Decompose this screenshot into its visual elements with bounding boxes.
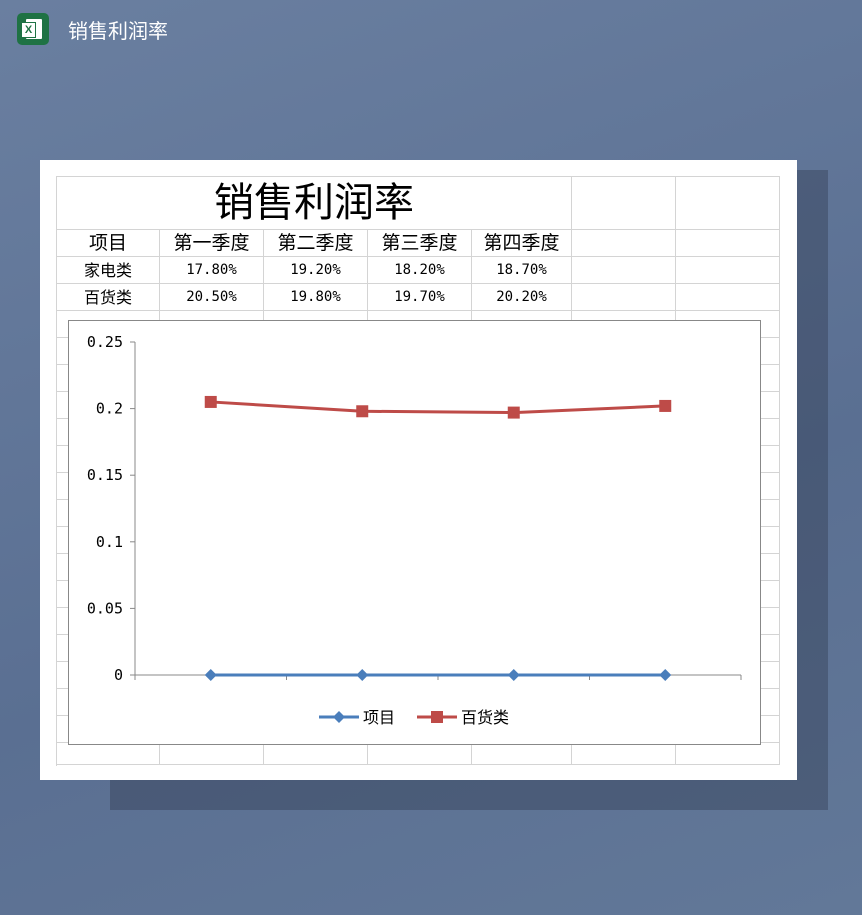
y-tick-label: 0.05: [87, 599, 123, 617]
series-line: [210, 400, 666, 415]
data-point: [659, 399, 672, 412]
cell[interactable]: [572, 177, 676, 230]
value-cell[interactable]: 19.80%: [264, 284, 368, 311]
cell[interactable]: [676, 743, 780, 765]
data-point: [507, 406, 520, 419]
y-tick-label: 0.15: [87, 466, 123, 484]
y-tick-label: 0: [114, 666, 123, 684]
chart-svg: 0 0.05 0.1 0.15 0.2 0.25 项目 百货类: [87, 333, 742, 727]
data-point: [507, 669, 520, 681]
app-title: 销售利润率: [68, 19, 168, 43]
data-point: [356, 669, 369, 681]
value-cell[interactable]: 18.20%: [368, 257, 472, 284]
value-cell[interactable]: 17.80%: [160, 257, 264, 284]
header-cell[interactable]: 第二季度: [264, 230, 368, 257]
value-cell[interactable]: 18.70%: [472, 257, 572, 284]
y-tick-label: 0.25: [87, 333, 123, 351]
cell[interactable]: [264, 743, 368, 765]
cell[interactable]: [472, 743, 572, 765]
line-chart[interactable]: 0 0.05 0.1 0.15 0.2 0.25 项目 百货类: [68, 320, 761, 745]
cell[interactable]: [676, 230, 780, 257]
app-header: X 销售利润率: [0, 0, 862, 60]
legend-label: 项目: [363, 708, 395, 727]
value-cell[interactable]: 19.20%: [264, 257, 368, 284]
cell[interactable]: [572, 257, 676, 284]
legend-marker: [431, 711, 443, 723]
y-tick-label: 0.1: [96, 533, 123, 551]
value-cell[interactable]: 20.50%: [160, 284, 264, 311]
value-cell[interactable]: 19.70%: [368, 284, 472, 311]
cell[interactable]: [676, 177, 780, 230]
cell[interactable]: [368, 743, 472, 765]
data-point: [659, 669, 672, 681]
row-label-cell[interactable]: 百货类: [57, 284, 160, 311]
y-tick-label: 0.2: [96, 400, 123, 418]
legend-marker: [333, 711, 345, 723]
cell[interactable]: [676, 257, 780, 284]
grid-border: [56, 176, 780, 766]
data-point: [356, 405, 369, 418]
header-cell[interactable]: 项目: [57, 230, 160, 257]
data-point: [204, 669, 217, 681]
cell[interactable]: [572, 743, 676, 765]
cell[interactable]: [572, 230, 676, 257]
cell[interactable]: [160, 743, 264, 765]
legend-label: 百货类: [461, 708, 509, 727]
value-cell[interactable]: 20.20%: [472, 284, 572, 311]
header-cell[interactable]: 第一季度: [160, 230, 264, 257]
data-point: [204, 395, 217, 408]
sheet-title-cell[interactable]: 销售利润率: [57, 177, 572, 230]
cell[interactable]: [572, 284, 676, 311]
header-cell[interactable]: 第四季度: [472, 230, 572, 257]
excel-icon: X: [17, 13, 49, 45]
row-label-cell[interactable]: 家电类: [57, 257, 160, 284]
header-cell[interactable]: 第三季度: [368, 230, 472, 257]
cell[interactable]: [676, 284, 780, 311]
cell[interactable]: [57, 743, 160, 765]
